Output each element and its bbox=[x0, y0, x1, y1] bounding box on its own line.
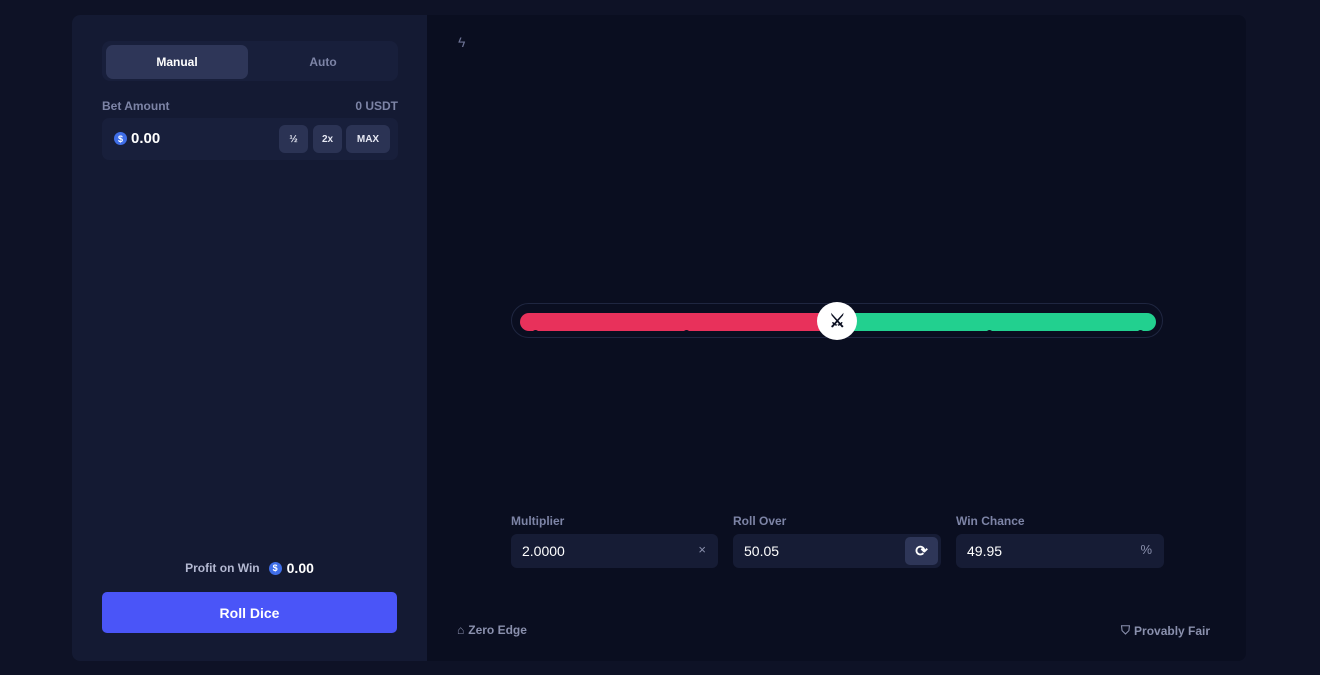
roll-over-label: Roll Over bbox=[733, 514, 787, 528]
roll-dice-button[interactable]: Roll Dice bbox=[102, 592, 397, 633]
scale-dot bbox=[1137, 330, 1144, 337]
multiplier-value[interactable]: 2.0000 bbox=[522, 543, 565, 559]
win-range bbox=[838, 313, 1156, 331]
percent-icon: % bbox=[1140, 542, 1152, 557]
scale-dot bbox=[986, 330, 993, 337]
win-chance-label: Win Chance bbox=[956, 514, 1025, 528]
shield-check-icon: ⛉ bbox=[1121, 623, 1131, 637]
dice-game: Manual Auto Bet Amount 0 USDT $0.00 ½ 2x… bbox=[72, 15, 1246, 661]
house-icon: ⌂ bbox=[457, 623, 465, 637]
bet-amount-input[interactable]: $0.00 ½ 2x MAX bbox=[102, 118, 398, 160]
multiplier-label: Multiplier bbox=[511, 514, 565, 528]
tab-manual[interactable]: Manual bbox=[106, 45, 248, 79]
half-button[interactable]: ½ bbox=[279, 125, 308, 153]
zero-edge-label: Zero Edge bbox=[468, 623, 527, 637]
profit-value: 0.00 bbox=[286, 560, 314, 576]
swap-refresh-icon[interactable]: ⟳ bbox=[905, 537, 938, 565]
dollar-coin-icon: $ bbox=[268, 561, 282, 575]
dollar-coin-icon: $ bbox=[114, 132, 127, 145]
bet-amount-label: Bet Amount bbox=[102, 99, 170, 113]
multiplier-input[interactable]: 2.0000 × bbox=[511, 534, 718, 568]
scale-dot bbox=[532, 330, 539, 337]
scale-dot bbox=[683, 330, 690, 337]
balance: 0 USDT bbox=[355, 99, 398, 113]
provably-fair-label: Provably Fair bbox=[1134, 623, 1211, 638]
roll-over-input[interactable]: 50.05 ⟳ bbox=[733, 534, 941, 568]
win-chance-value[interactable]: 49.95 bbox=[967, 543, 1003, 559]
roll-over-value[interactable]: 50.05 bbox=[744, 543, 780, 559]
lightning-icon[interactable]: ϟ bbox=[458, 34, 466, 50]
double-button[interactable]: 2x bbox=[313, 125, 342, 153]
tab-auto[interactable]: Auto bbox=[309, 55, 337, 69]
profit-on-win: Profit on Win $ 0.00 bbox=[72, 560, 427, 576]
bet-panel: Manual Auto Bet Amount 0 USDT $0.00 ½ 2x… bbox=[72, 15, 427, 661]
zero-edge[interactable]: ⌂ Zero Edge bbox=[457, 623, 527, 637]
lose-range bbox=[520, 313, 839, 331]
mode-tabs: Manual Auto bbox=[102, 41, 398, 81]
max-button[interactable]: MAX bbox=[346, 125, 390, 153]
provably-fair[interactable]: ⛉ Provably Fair bbox=[1121, 623, 1210, 638]
win-chance-input[interactable]: 49.95% bbox=[956, 534, 1164, 568]
profit-label: Profit on Win bbox=[185, 561, 260, 575]
slider-handle-swords-icon[interactable]: ⚔ bbox=[817, 302, 858, 340]
bet-amount-value[interactable]: 0.00 bbox=[131, 130, 161, 147]
multiply-icon: × bbox=[698, 542, 706, 557]
